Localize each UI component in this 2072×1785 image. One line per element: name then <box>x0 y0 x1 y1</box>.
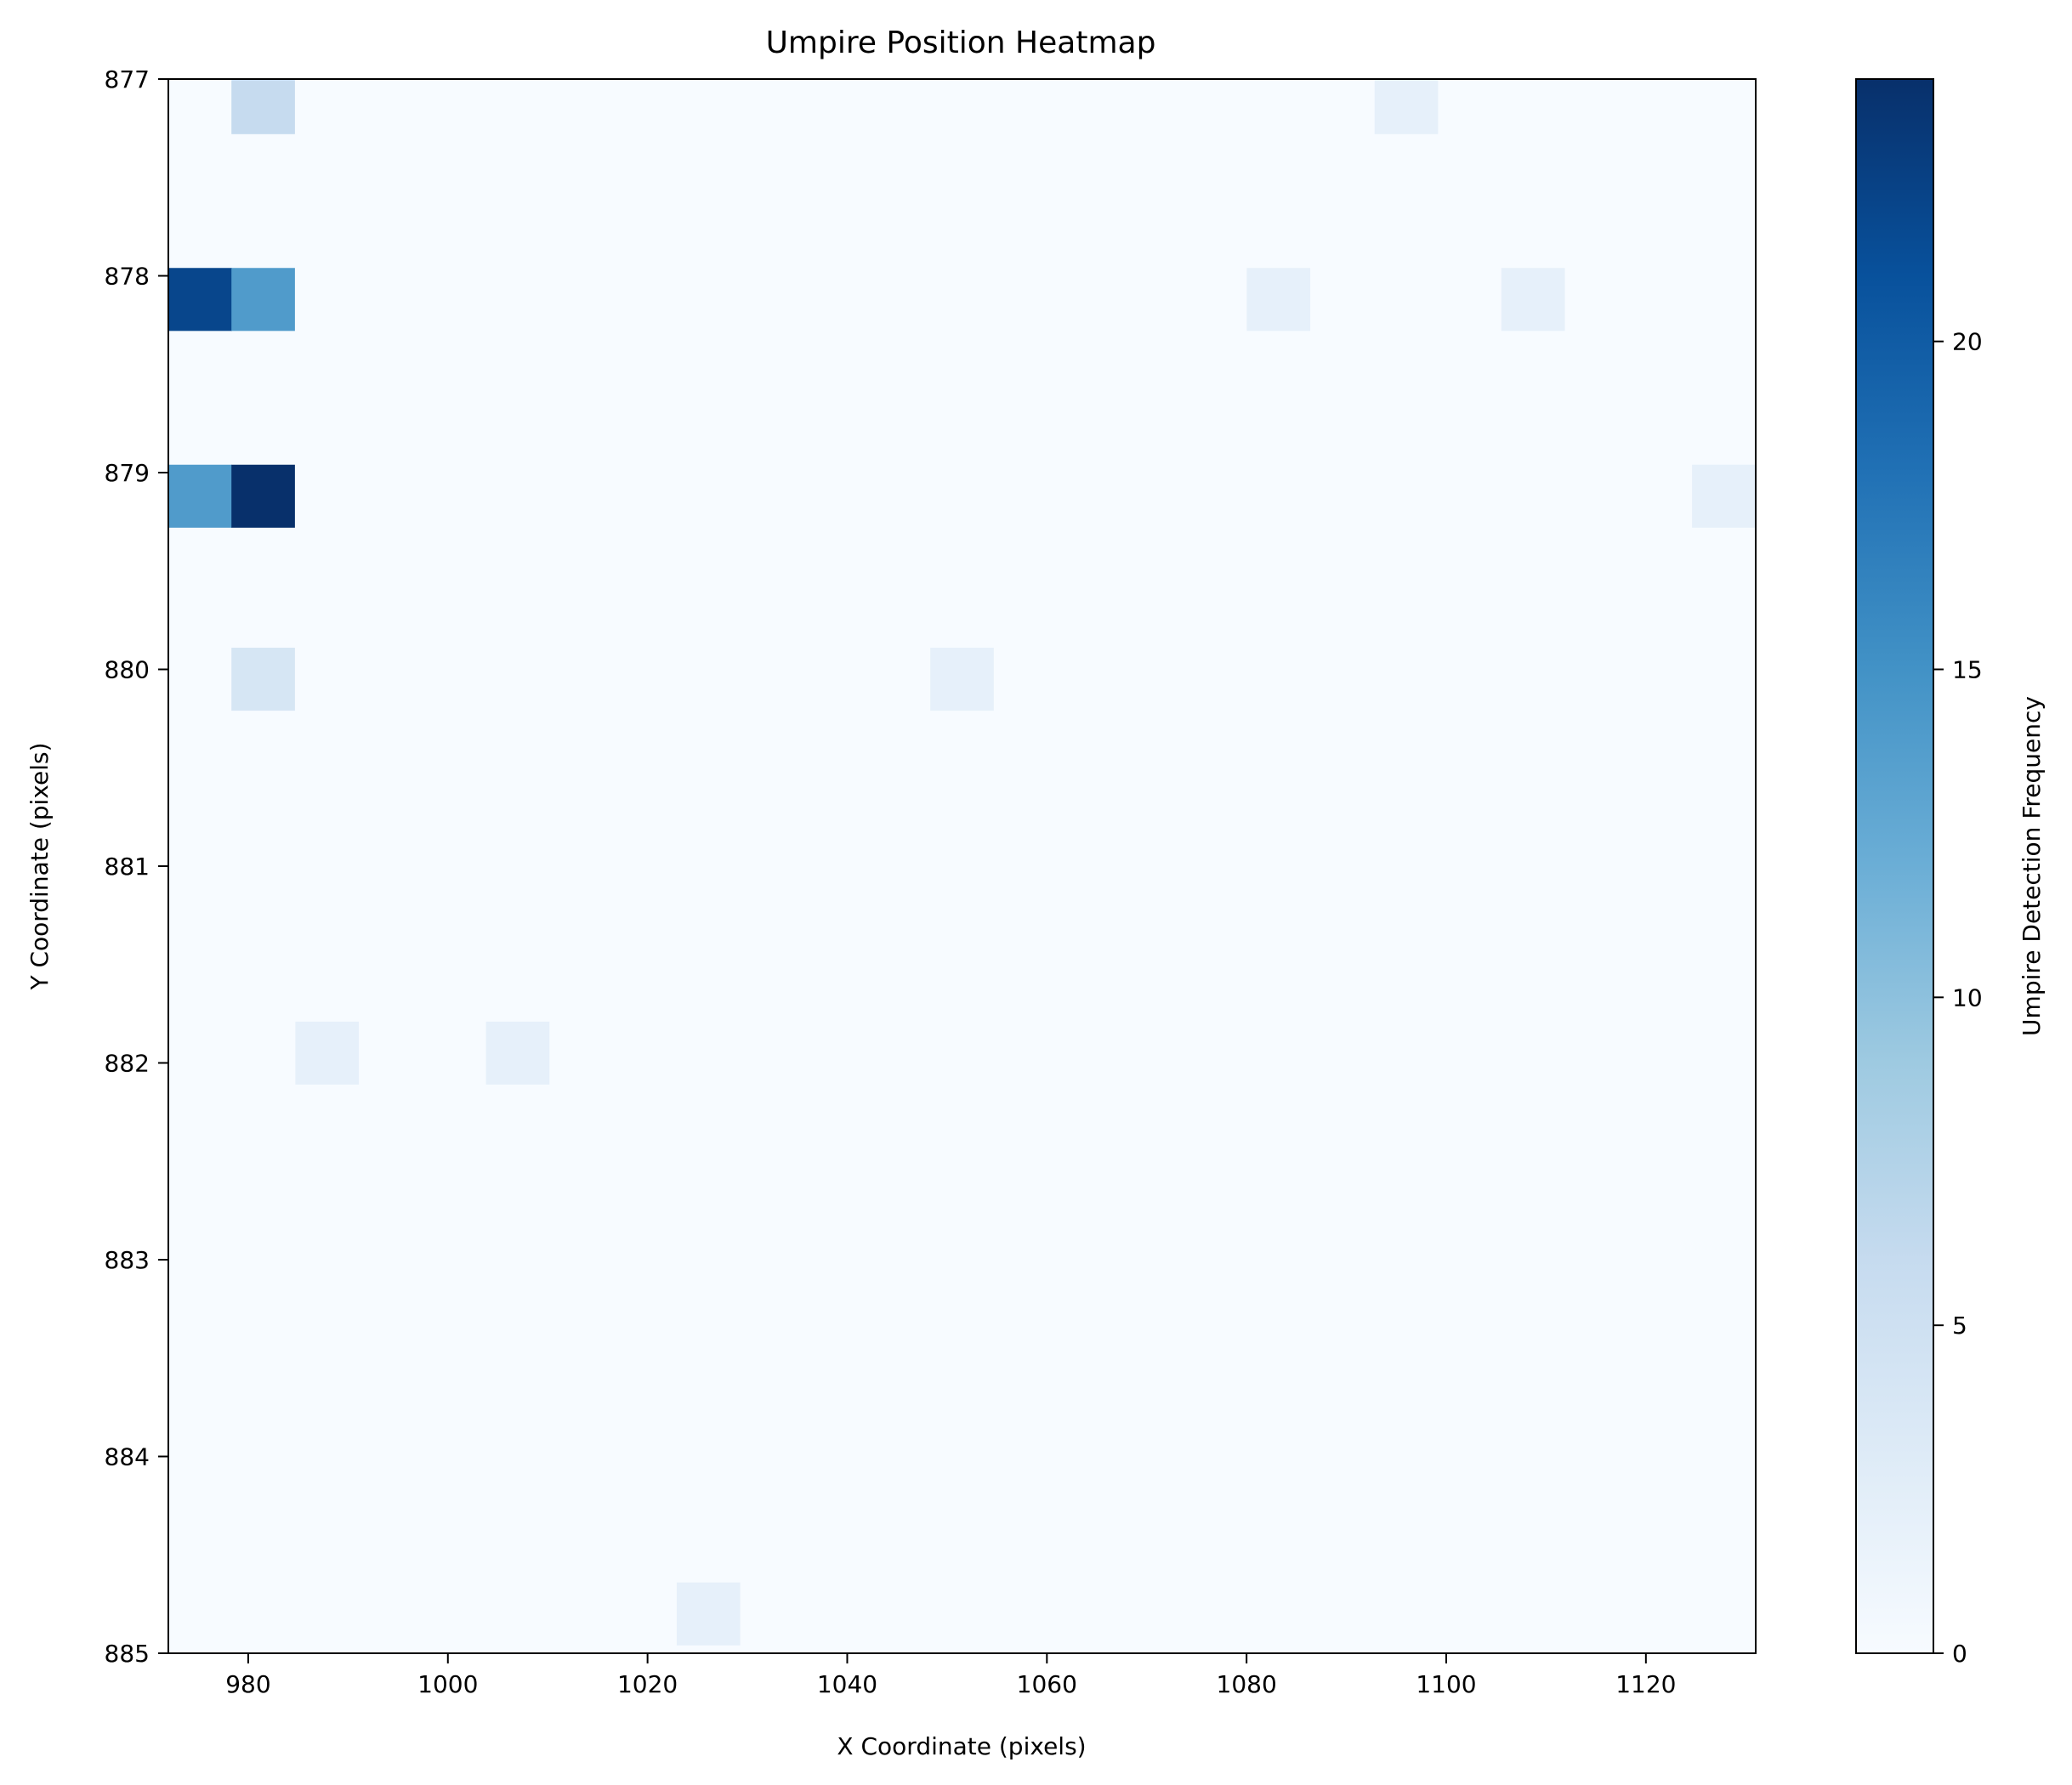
heatmap-cell <box>231 648 295 711</box>
heatmap-cells <box>168 79 1756 1646</box>
y-axis-ticks: 877 878 879 880 881 882 883 884 885 <box>105 65 168 1668</box>
y-tick-label: 883 <box>105 1246 150 1274</box>
x-tick-label: 1000 <box>417 1670 478 1698</box>
colorbar-tick-label: 0 <box>1952 1640 1967 1668</box>
chart-title: Umpire Position Heatmap <box>766 26 1156 60</box>
x-tick-label: 1060 <box>1017 1670 1077 1698</box>
colorbar <box>1855 78 1934 1654</box>
colorbar-tick-label: 20 <box>1952 328 1983 356</box>
x-tick-label: 1100 <box>1416 1670 1476 1698</box>
heatmap-cell <box>1692 464 1756 528</box>
y-tick-label: 880 <box>105 656 150 684</box>
y-tick-label: 881 <box>105 853 150 881</box>
heatmap-cell <box>1246 268 1311 332</box>
x-tick-label: 1040 <box>817 1670 877 1698</box>
colorbar-tick-label: 15 <box>1952 656 1983 684</box>
colorbar-tick-label: 10 <box>1952 983 1983 1012</box>
heatmap-cell <box>231 464 295 528</box>
heatmap-cell <box>1374 79 1439 134</box>
heatmap-cell <box>676 1582 741 1646</box>
y-tick-label: 877 <box>105 65 150 94</box>
heatmap-cell <box>1501 268 1565 332</box>
heatmap-cell <box>168 464 232 528</box>
heatmap-cell <box>485 1021 550 1085</box>
x-tick-label: 1080 <box>1217 1670 1277 1698</box>
heatmap-cell <box>231 268 295 332</box>
y-tick-label: 878 <box>105 263 150 291</box>
y-tick-label: 879 <box>105 459 150 487</box>
y-tick-label: 885 <box>105 1640 150 1668</box>
heatmap-cell <box>930 648 994 711</box>
x-tick-label: 1120 <box>1615 1670 1676 1698</box>
heatmap-cell <box>168 268 232 332</box>
y-tick-label: 882 <box>105 1050 150 1078</box>
x-tick-label: 1020 <box>617 1670 678 1698</box>
plot-background <box>168 79 1756 1653</box>
colorbar-label: Umpire Detection Frequency <box>2018 696 2046 1036</box>
colorbar-tick-label: 5 <box>1952 1312 1967 1340</box>
heatmap-cell <box>231 79 295 134</box>
heatmap-cell <box>295 1021 360 1085</box>
colorbar-ticks: 0 5 10 15 20 <box>1933 328 1983 1668</box>
y-tick-label: 884 <box>105 1443 150 1471</box>
x-tick-label: 980 <box>225 1670 270 1698</box>
x-axis-ticks: 980 1000 1020 1040 1060 1080 1100 1120 <box>225 1653 1676 1698</box>
x-axis-label: X Coordinate (pixels) <box>837 1732 1086 1760</box>
y-axis-label: Y Coordinate (pixels) <box>26 742 54 990</box>
